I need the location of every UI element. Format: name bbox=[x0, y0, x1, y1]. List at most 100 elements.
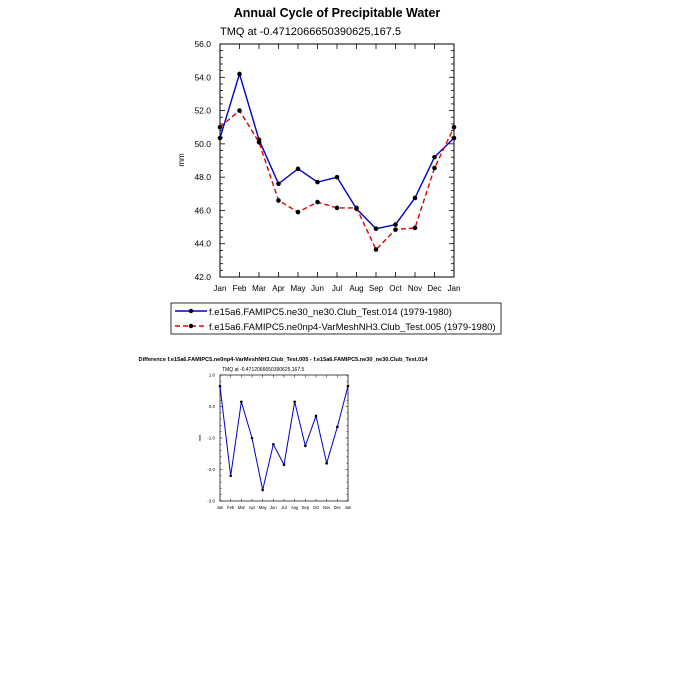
main-point-1-8 bbox=[373, 247, 379, 252]
diff-series-group bbox=[218, 384, 350, 492]
diff-ytick-label: 0.0 bbox=[209, 404, 216, 409]
main-point-0-1 bbox=[237, 71, 242, 77]
diff-ytick-label: -2.0 bbox=[207, 467, 215, 472]
main-xtick-label: Aug bbox=[349, 284, 363, 293]
diff-xtick-label: Apr bbox=[249, 505, 256, 510]
legend-label-model-a: f.e15a6.FAMIPC5.ne30_ne30.Club_Test.014 … bbox=[209, 307, 452, 318]
diff-xtick-label: Oct bbox=[313, 505, 320, 510]
main-xtick-label: Dec bbox=[427, 284, 441, 293]
diff-point-0-7 bbox=[293, 400, 296, 404]
diff-chart-ylabel: mm bbox=[197, 434, 202, 441]
main-ytick-label: 46.0 bbox=[194, 205, 211, 215]
main-point-1-4 bbox=[295, 209, 301, 215]
difference-chart: Difference f.e15a6.FAMIPC5.ne0np4-VarMes… bbox=[139, 357, 429, 510]
legend-label-model-b: f.e15a6.FAMIPC5.ne0np4-VarMeshNH3.Club_T… bbox=[209, 322, 496, 333]
diff-series-line-0 bbox=[219, 385, 349, 491]
main-point-0-9 bbox=[393, 222, 398, 227]
main-point-0-12 bbox=[451, 135, 457, 141]
main-point-0-11 bbox=[432, 154, 437, 160]
legend: f.e15a6.FAMIPC5.ne30_ne30.Club_Test.014 … bbox=[170, 302, 502, 335]
main-point-0-0 bbox=[217, 135, 223, 141]
diff-xtick-label: Jan bbox=[217, 505, 224, 510]
diff-plot-frame bbox=[219, 374, 349, 502]
diff-xtick-label: Feb bbox=[227, 505, 235, 510]
main-chart-ylabel: mm bbox=[177, 153, 186, 167]
main-point-1-0 bbox=[217, 124, 223, 130]
main-ytick-label: 50.0 bbox=[194, 139, 211, 149]
legend-marker-model-b bbox=[188, 323, 194, 329]
main-ytick-label: 54.0 bbox=[194, 72, 211, 82]
main-x-axis: Jan Feb Mar Apr May Jun Jul Aug Sep Oct Nov Dec Jan bbox=[214, 44, 461, 293]
diff-ytick-label: -1.0 bbox=[207, 436, 215, 441]
diff-xtick-label: Sep bbox=[302, 505, 310, 510]
main-xtick-label: Apr bbox=[272, 284, 285, 293]
diff-xtick-label: Mar bbox=[238, 505, 246, 510]
main-ytick-label: 42.0 bbox=[194, 272, 211, 282]
main-point-1-6 bbox=[334, 205, 340, 211]
main-ytick-label: 56.0 bbox=[194, 39, 211, 49]
main-point-1-2 bbox=[256, 139, 262, 145]
main-point-1-5 bbox=[315, 199, 320, 205]
diff-point-0-11 bbox=[336, 425, 339, 429]
main-series-line-1 bbox=[219, 109, 455, 251]
main-chart-subtitle: TMQ at -0.4712066650390625,167.5 bbox=[220, 26, 401, 38]
diff-chart-subtitle: TMQ at -0.4712066650390625,167.5 bbox=[222, 367, 305, 373]
main-series-group bbox=[217, 71, 457, 252]
diff-point-0-12 bbox=[346, 384, 350, 388]
main-point-0-5 bbox=[315, 179, 320, 185]
main-point-1-10 bbox=[412, 225, 418, 231]
diff-xtick-label: Jul bbox=[281, 505, 286, 510]
main-ytick-label: 52.0 bbox=[194, 106, 211, 116]
diff-point-0-5 bbox=[272, 443, 275, 446]
main-ytick-label: 44.0 bbox=[194, 239, 211, 249]
diff-point-0-3 bbox=[250, 436, 254, 440]
main-xtick-label: Feb bbox=[233, 284, 247, 293]
main-point-0-6 bbox=[334, 174, 340, 180]
diff-point-0-10 bbox=[325, 461, 328, 465]
diff-point-0-4 bbox=[261, 488, 264, 492]
diff-x-axis: Jan Feb Mar Apr May Jun Jul Aug Sep Oct Nov Dec Jan bbox=[217, 375, 352, 510]
diff-y-axis: -3.0 -2.0 -1.0 0.0 1.0 bbox=[207, 373, 348, 504]
legend-marker-model-a bbox=[188, 308, 194, 314]
main-point-1-3 bbox=[276, 198, 281, 203]
diff-chart-title: Difference f.e15a6.FAMIPC5.ne0np4-VarMes… bbox=[139, 357, 429, 363]
legend-box bbox=[170, 302, 502, 335]
main-point-0-4 bbox=[295, 166, 301, 172]
diff-xtick-label: Jan bbox=[345, 505, 352, 510]
main-xtick-label: May bbox=[290, 284, 305, 293]
diff-point-0-1 bbox=[229, 474, 232, 478]
main-point-0-10 bbox=[412, 195, 418, 201]
main-point-0-8 bbox=[373, 226, 379, 232]
main-point-1-12 bbox=[451, 124, 457, 130]
main-point-0-3 bbox=[276, 181, 281, 187]
diff-point-0-0 bbox=[218, 384, 222, 388]
main-xtick-label: Jun bbox=[311, 284, 324, 293]
main-plot-frame bbox=[219, 43, 455, 278]
diff-xtick-label: Aug bbox=[291, 505, 299, 510]
main-series-line-0 bbox=[219, 71, 455, 230]
diff-point-0-8 bbox=[304, 444, 307, 448]
main-chart-title: Annual Cycle of Precipitable Water bbox=[234, 6, 441, 20]
main-y-axis: 42.0 44.0 46.0 48.0 50.0 52.0 54.0 56.0 bbox=[194, 39, 454, 282]
diff-point-0-9 bbox=[314, 414, 318, 418]
diff-xtick-label: Jun bbox=[270, 505, 277, 510]
main-xtick-label: Jan bbox=[214, 284, 227, 293]
diff-point-0-6 bbox=[282, 463, 286, 467]
diff-ytick-label: 1.0 bbox=[209, 373, 216, 378]
diff-point-0-2 bbox=[240, 400, 243, 404]
main-ytick-label: 48.0 bbox=[194, 172, 211, 182]
main-xtick-label: Jan bbox=[448, 284, 461, 293]
main-xtick-label: Nov bbox=[408, 284, 422, 293]
main-xtick-label: Sep bbox=[369, 284, 384, 293]
main-chart: Annual Cycle of Precipitable Water TMQ a… bbox=[177, 6, 460, 293]
diff-xtick-label: May bbox=[259, 505, 268, 510]
main-xtick-label: Jul bbox=[332, 284, 342, 293]
main-xtick-label: Mar bbox=[252, 284, 266, 293]
main-point-1-1 bbox=[237, 108, 242, 113]
main-xtick-label: Oct bbox=[389, 284, 402, 293]
main-point-1-9 bbox=[393, 227, 398, 232]
main-point-1-7 bbox=[354, 205, 359, 211]
diff-xtick-label: Nov bbox=[323, 505, 331, 510]
diff-xtick-label: Dec bbox=[334, 505, 341, 510]
